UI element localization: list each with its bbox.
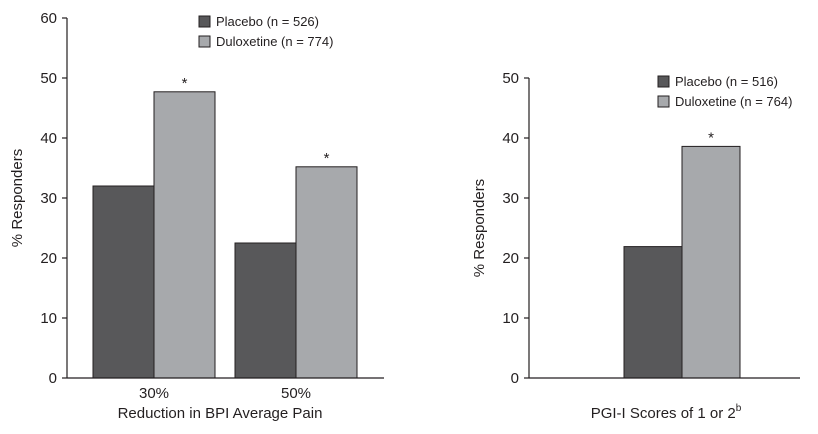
chart2-y-tick-label-40: 40 (502, 130, 519, 147)
chart1-x-tick-label-2: 50% (281, 385, 311, 402)
chart1-y-tick-label-10: 10 (40, 310, 57, 327)
chart1-x-tick-label-1: 30% (139, 385, 169, 402)
chart1-y-tick-label-60: 60 (40, 10, 57, 27)
chart1-x-axis-title-text: Reduction in BPI Average Pain (118, 405, 323, 422)
chart2-y-tick-label-10: 10 (502, 310, 519, 327)
chart1-legend-label-duloxetine: Duloxetine (n = 774) (216, 34, 333, 49)
chart2-y-axis-title: % Responders (471, 179, 488, 277)
chart1-significance-marker-2: * (324, 150, 330, 167)
chart2-y-tick-label-0: 0 (511, 370, 519, 387)
chart2-x-axis-title-superscript: b (736, 403, 742, 414)
chart1-y-tick-label-20: 20 (40, 250, 57, 267)
chart1-legend-swatch-duloxetine (198, 35, 211, 48)
chart2-y-tick-label-20: 20 (502, 250, 519, 267)
chart1-bar-duloxetine-1 (153, 91, 216, 379)
chart1-y-axis-title: % Responders (9, 149, 26, 247)
chart2-legend-label-duloxetine: Duloxetine (n = 764) (675, 94, 792, 109)
chart2-legend-label-placebo: Placebo (n = 516) (675, 74, 778, 89)
chart2-y-tick-label-30: 30 (502, 190, 519, 207)
chart2-y-tick-label-50: 50 (502, 70, 519, 87)
chart2-x-axis-title: PGI-I Scores of 1 or 2b (591, 403, 742, 422)
chart1-bar-placebo-2 (234, 242, 297, 379)
chart2-x-axis-title-text: PGI-I Scores of 1 or 2 (591, 405, 736, 422)
chart1-bar-duloxetine-2 (295, 166, 358, 379)
chart1-significance-marker-1: * (182, 75, 188, 92)
chart1-bar-placebo-1 (92, 185, 155, 379)
chart2-bar-placebo-1 (623, 246, 683, 379)
chart1-legend-label-placebo: Placebo (n = 526) (216, 14, 319, 29)
chart1-y-tick-label-0: 0 (49, 370, 57, 387)
chart1-y-tick-label-50: 50 (40, 70, 57, 87)
chart2-significance-marker-1: * (708, 129, 714, 146)
chart1-x-axis-title: Reduction in BPI Average Pain (118, 405, 323, 422)
chart1-legend-swatch-placebo (198, 15, 211, 28)
chart1-y-tick-label-30: 30 (40, 190, 57, 207)
chart2-bar-duloxetine-1 (681, 145, 741, 379)
chart1-y-tick-label-40: 40 (40, 130, 57, 147)
chart2-legend-swatch-placebo (657, 75, 670, 88)
chart2-legend-swatch-duloxetine (657, 95, 670, 108)
